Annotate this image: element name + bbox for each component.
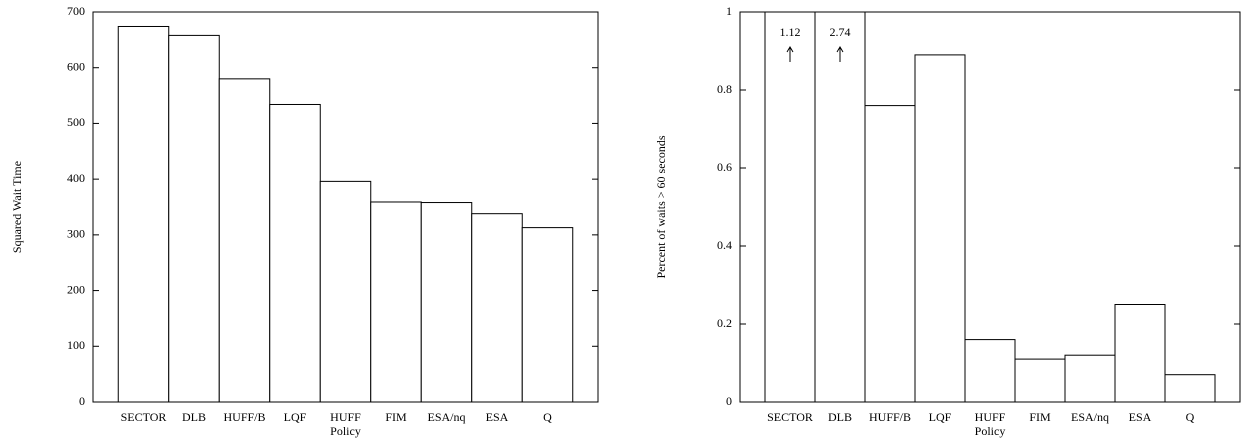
x-tick-label: HUFF (975, 410, 1006, 424)
bar (1064, 354, 1116, 402)
bar (471, 213, 523, 402)
bar (117, 25, 170, 402)
y-tick-label: 500 (67, 115, 85, 129)
bar (521, 227, 574, 402)
bar (864, 105, 916, 402)
x-tick-label: ESA (486, 410, 509, 424)
y-tick-label: 600 (67, 59, 85, 73)
bar (218, 78, 271, 402)
x-tick-label: FIM (385, 410, 407, 424)
x-tick-label: HUFF (330, 410, 361, 424)
arrow-head (836, 46, 844, 53)
value-label: 1.12 (780, 25, 801, 39)
bar (764, 12, 816, 402)
x-tick-label: DLB (182, 410, 206, 424)
y-tick-label: 100 (67, 338, 85, 352)
bar (168, 34, 220, 402)
x-tick-label: HUFF/B (869, 410, 911, 424)
x-axis-label: Policy (975, 424, 1006, 438)
bar (370, 201, 422, 402)
bar (1114, 304, 1166, 402)
bars (117, 25, 574, 402)
y-tick-label: 300 (67, 227, 85, 241)
bar (420, 202, 473, 402)
y-tick-label: 200 (67, 282, 85, 296)
plot-frame (739, 11, 1241, 403)
y-tick-label: 700 (67, 4, 85, 18)
y-tick-label: 0.8 (717, 82, 732, 96)
x-tick-label: ESA (1129, 410, 1152, 424)
x-tick-label: ESA/nq (427, 410, 465, 424)
x-tick-label: FIM (1029, 410, 1051, 424)
y-tick-label: 0 (726, 394, 732, 408)
y-tick-label: 1 (726, 4, 732, 18)
bar (1164, 374, 1216, 402)
x-tick-label: LQF (284, 410, 307, 424)
y-axis-label: Squared Wait Time (10, 161, 24, 253)
value-label: 2.74 (830, 25, 851, 39)
x-axis-label: Policy (330, 424, 361, 438)
bar (964, 339, 1016, 402)
bars (764, 12, 1216, 402)
y-tick-label: 400 (67, 171, 85, 185)
x-tick-label: Q (1186, 410, 1195, 424)
bar (319, 180, 372, 402)
x-tick-label: DLB (828, 410, 852, 424)
plot-frame (92, 11, 599, 403)
x-tick-label: Q (543, 410, 552, 424)
x-tick-label: HUFF/B (223, 410, 265, 424)
bar (814, 12, 866, 402)
y-tick-label: 0.4 (717, 238, 732, 252)
bar (1014, 358, 1066, 402)
x-tick-label: SECTOR (767, 410, 813, 424)
x-tick-label: ESA/nq (1071, 410, 1109, 424)
x-tick-label: SECTOR (121, 410, 167, 424)
y-tick-label: 0.2 (717, 316, 732, 330)
x-tick-label: LQF (929, 410, 952, 424)
arrow-head (786, 46, 794, 53)
y-tick-label: 0 (79, 394, 85, 408)
bar (269, 103, 321, 402)
y-axis-label: Percent of waits > 60 seconds (654, 135, 668, 278)
y-tick-label: 0.6 (717, 160, 732, 174)
bar (914, 54, 966, 402)
